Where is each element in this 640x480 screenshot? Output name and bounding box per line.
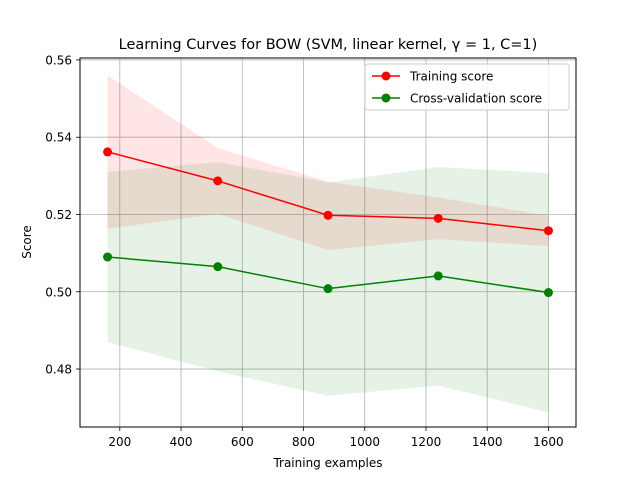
data-point-training: [323, 210, 333, 220]
data-point-training: [433, 213, 443, 223]
data-point-cv: [323, 284, 333, 294]
y-tick-label: 0.48: [45, 363, 72, 377]
chart-title: Learning Curves for BOW (SVM, linear ker…: [119, 37, 538, 53]
legend: Training score Cross-validation score: [364, 63, 570, 111]
x-axis-ticks: 200 400 600 800 1000 1200 1400 1600: [108, 427, 564, 449]
data-point-training: [543, 226, 553, 236]
y-tick-label: 0.50: [45, 285, 72, 299]
data-point-cv: [433, 271, 443, 281]
data-point-training: [103, 147, 113, 157]
legend-marker-training: [381, 71, 391, 81]
x-tick-label: 1200: [411, 435, 442, 449]
data-point-cv: [213, 262, 223, 272]
x-tick-label: 200: [108, 435, 131, 449]
series-points: [103, 147, 553, 298]
y-tick-label: 0.54: [45, 131, 72, 145]
y-tick-label: 0.52: [45, 208, 72, 222]
legend-label-training: Training score: [409, 70, 493, 84]
x-tick-label: 400: [170, 435, 193, 449]
x-tick-label: 600: [231, 435, 254, 449]
std-band-training: [107, 75, 549, 251]
data-point-cv: [543, 288, 553, 298]
plot-frame: [79, 57, 577, 428]
data-point-training: [213, 176, 223, 186]
y-axis-ticks: 0.48 0.50 0.52 0.54 0.56: [45, 53, 80, 377]
x-tick-label: 1400: [472, 435, 503, 449]
y-axis-label: Score: [20, 225, 34, 259]
x-tick-label: 1600: [533, 435, 564, 449]
y-tick-label: 0.56: [45, 53, 72, 67]
data-point-cv: [103, 252, 113, 262]
x-tick-label: 1000: [349, 435, 380, 449]
x-axis-label: Training examples: [272, 456, 382, 470]
legend-label-cv: Cross-validation score: [410, 92, 542, 106]
x-tick-label: 800: [292, 435, 315, 449]
legend-marker-cv: [381, 93, 391, 103]
legend-box: [364, 63, 570, 111]
